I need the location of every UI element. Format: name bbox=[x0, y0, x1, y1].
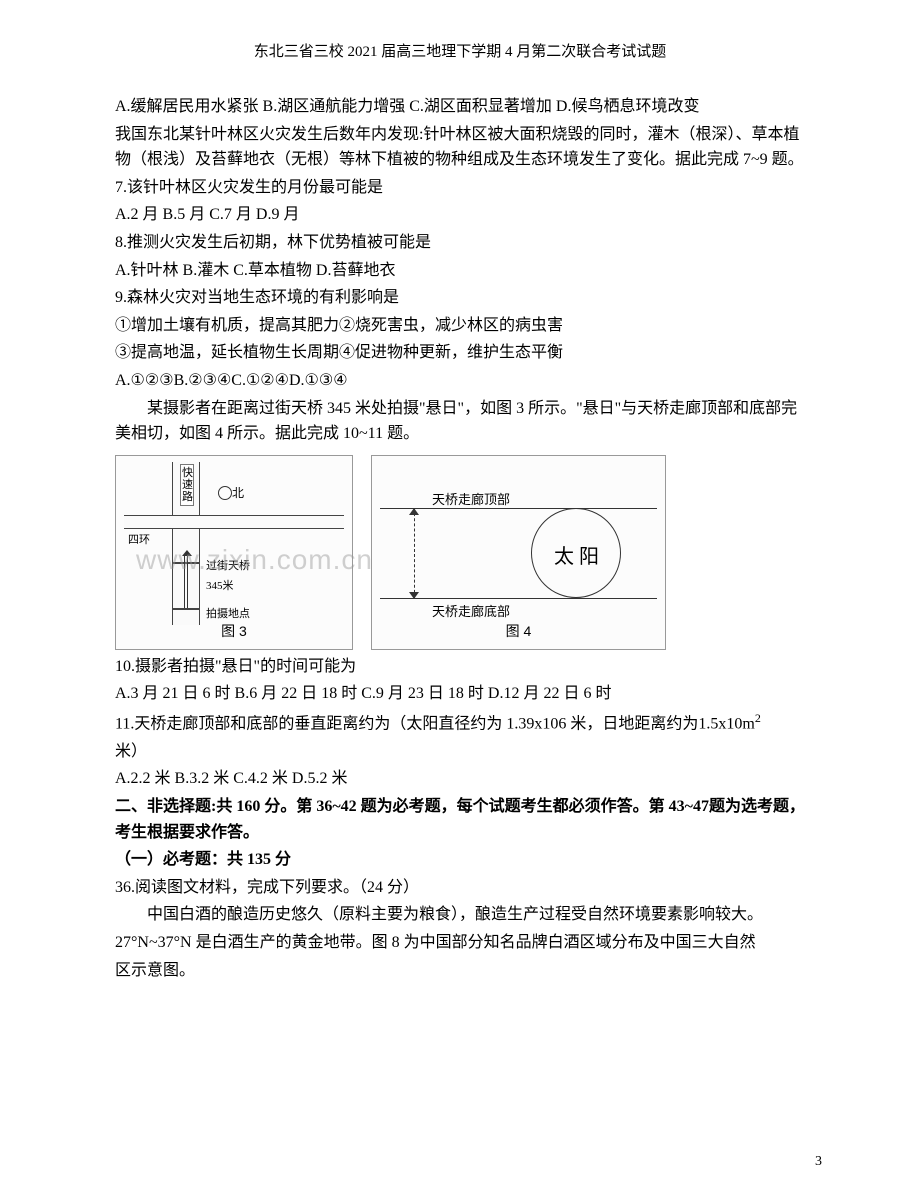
fig4-top-line bbox=[380, 508, 657, 509]
q36-passage-a: 中国白酒的酿造历史悠久（原料主要为粮食），酿造生产过程受自然环境要素影响较大。 bbox=[115, 902, 805, 928]
options-10: A.3 月 21 日 6 时 B.6 月 22 日 18 时 C.9 月 23 … bbox=[115, 681, 805, 707]
fig3-north-icon bbox=[218, 486, 232, 500]
options-9c: A.①②③B.②③④C.①②④D.①③④ bbox=[115, 368, 805, 394]
options-7: A.2 月 B.5 月 C.7 月 D.9 月 bbox=[115, 202, 805, 228]
figure-4-caption: 图 4 bbox=[506, 620, 532, 642]
passage-10-11: 某摄影者在距离过街天桥 345 米处拍摄"悬日"，如图 3 所示。"悬日"与天桥… bbox=[115, 396, 805, 447]
q36-passage-b: 27°N~37°N 是白酒生产的黄金地带。图 8 为中国部分知名品牌白酒区域分布… bbox=[115, 930, 805, 956]
question-11: 11.天桥走廊顶部和底部的垂直距离约为（太阳直径约为 1.39x106 米，日地… bbox=[115, 709, 805, 737]
figure-3: 快速路 四环 北 过街天桥 345米 拍摄地点 图 3 www.zixin.co… bbox=[115, 455, 353, 650]
figure-4: 天桥走廊顶部 太 阳 天桥走廊底部 图 4 bbox=[371, 455, 666, 650]
fig3-north-label: 北 bbox=[232, 484, 244, 503]
fig4-arrowhead-top-icon bbox=[409, 508, 419, 515]
section-2-heading: 二、非选择题:共 160 分。第 36~42 题为必考题，每个试题考生都必须作答… bbox=[115, 794, 805, 845]
fig4-bottom-line bbox=[380, 598, 657, 599]
options-11: A.2.2 米 B.3.2 米 C.4.2 米 D.5.2 米 bbox=[115, 766, 805, 792]
question-36: 36.阅读图文材料，完成下列要求。（24 分） bbox=[115, 875, 805, 901]
fig4-sun-label: 太 阳 bbox=[554, 541, 599, 573]
page-number: 3 bbox=[815, 1151, 822, 1173]
options-9b: ③提高地温，延长植物生长周期④促进物种更新，维护生态平衡 bbox=[115, 340, 805, 366]
question-11c: 米） bbox=[115, 739, 805, 765]
question-9: 9.森林火灾对当地生态环境的有利影响是 bbox=[115, 285, 805, 311]
q36-passage-c: 区示意图。 bbox=[115, 958, 805, 984]
page-body: 东北三省三校 2021 届高三地理下学期 4 月第二次联合考试试题 A.缓解居民… bbox=[0, 0, 920, 1015]
question-8: 8.推测火灾发生后初期，林下优势植被可能是 bbox=[115, 230, 805, 256]
fig4-bottom-label: 天桥走廊底部 bbox=[432, 602, 510, 623]
text-line: 我国东北某针叶林区火灾发生后数年内发现:针叶林区被大面积烧毁的同时，灌木（根深）… bbox=[115, 122, 805, 173]
fig3-shoot-tick bbox=[172, 608, 200, 610]
running-header: 东北三省三校 2021 届高三地理下学期 4 月第二次联合考试试题 bbox=[115, 40, 805, 64]
fig4-vertical-arrow bbox=[414, 508, 415, 598]
q11-text-a: 11.天桥走廊顶部和底部的垂直距离约为（太阳直径约为 1.39x106 米，日地… bbox=[115, 715, 755, 732]
question-10: 10.摄影者拍摄"悬日"的时间可能为 bbox=[115, 654, 805, 680]
required-section-heading: （一）必考题：共 135 分 bbox=[115, 847, 805, 873]
fig3-horizontal-road bbox=[124, 515, 344, 529]
q11-superscript: 2 bbox=[755, 711, 761, 725]
text-line: A.缓解居民用水紧张 B.湖区通航能力增强 C.湖区面积显著增加 D.候鸟栖息环… bbox=[115, 94, 805, 120]
question-7: 7.该针叶林区火灾发生的月份最可能是 bbox=[115, 175, 805, 201]
figure-3-caption: 图 3 bbox=[221, 620, 247, 642]
options-8: A.针叶林 B.灌木 C.草本植物 D.苔藓地衣 bbox=[115, 258, 805, 284]
fig3-vertical-road-label: 快速路 bbox=[180, 464, 194, 506]
options-9a: ①增加土壤有机质，提高其肥力②烧死害虫，减少林区的病虫害 bbox=[115, 313, 805, 339]
figure-row: 快速路 四环 北 过街天桥 345米 拍摄地点 图 3 www.zixin.co… bbox=[115, 455, 805, 650]
